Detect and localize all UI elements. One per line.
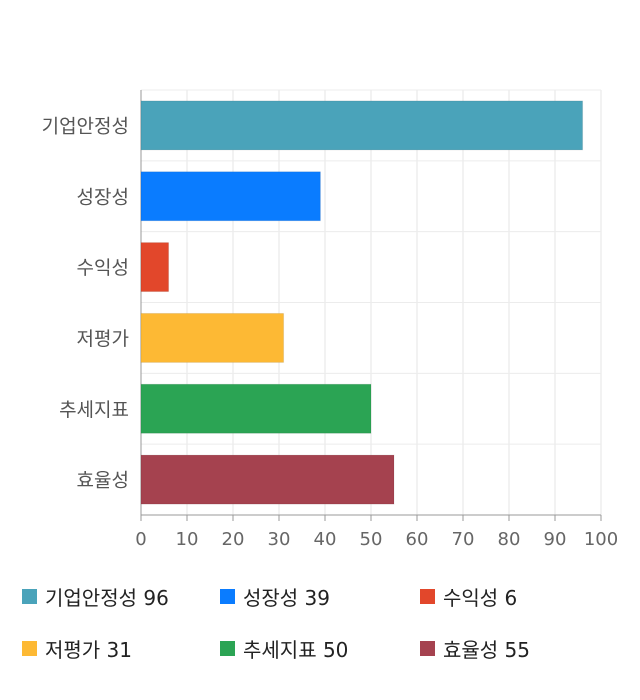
legend-swatch — [420, 589, 435, 604]
legend-label: 성장성 39 — [243, 586, 331, 610]
x-tick-label: 70 — [452, 529, 475, 550]
bar — [140, 454, 395, 505]
x-tick-label: 60 — [406, 529, 429, 550]
x-tick-label: 10 — [176, 529, 199, 550]
bar — [140, 312, 285, 363]
legend-item: 수익성 6 — [420, 582, 517, 611]
legend-item: 효율성 55 — [420, 634, 530, 663]
gridlines — [140, 89, 602, 521]
category-label: 효율성 — [77, 470, 129, 492]
legend-label: 효율성 55 — [443, 638, 531, 662]
legend-swatch — [22, 641, 37, 656]
category-label: 기업안정성 — [42, 115, 129, 137]
x-tick-labels: 0 10 20 30 40 50 60 70 80 90 100 — [135, 529, 618, 550]
category-label: 성장성 — [77, 186, 129, 208]
legend-item: 저평가 31 — [22, 634, 132, 663]
bar — [140, 383, 372, 434]
bar — [140, 100, 584, 151]
bar — [140, 242, 170, 293]
legend-item: 성장성 39 — [220, 582, 330, 611]
bar — [140, 171, 321, 222]
category-label: 수익성 — [77, 257, 129, 279]
legend-item: 기업안정성 96 — [22, 582, 169, 611]
legend-swatch — [220, 589, 235, 604]
legend-item: 추세지표 50 — [220, 634, 348, 663]
x-tick-label: 90 — [544, 529, 567, 550]
category-label: 저평가 — [77, 328, 129, 350]
bars — [140, 100, 584, 505]
x-tick-label: 20 — [222, 529, 245, 550]
x-tick-label: 30 — [268, 529, 291, 550]
legend-label: 수익성 6 — [443, 586, 518, 610]
legend-label: 추세지표 50 — [243, 638, 349, 662]
legend-label: 기업안정성 96 — [45, 586, 169, 610]
x-tick-label: 80 — [498, 529, 521, 550]
legend-swatch — [220, 641, 235, 656]
legend-swatch — [22, 589, 37, 604]
category-label: 추세지표 — [59, 399, 129, 421]
x-tick-label: 0 — [135, 529, 146, 550]
x-tick-label: 50 — [360, 529, 383, 550]
x-tick-label: 40 — [314, 529, 337, 550]
x-tick-label: 100 — [584, 529, 618, 550]
legend-label: 저평가 31 — [45, 638, 133, 662]
legend-swatch — [420, 641, 435, 656]
